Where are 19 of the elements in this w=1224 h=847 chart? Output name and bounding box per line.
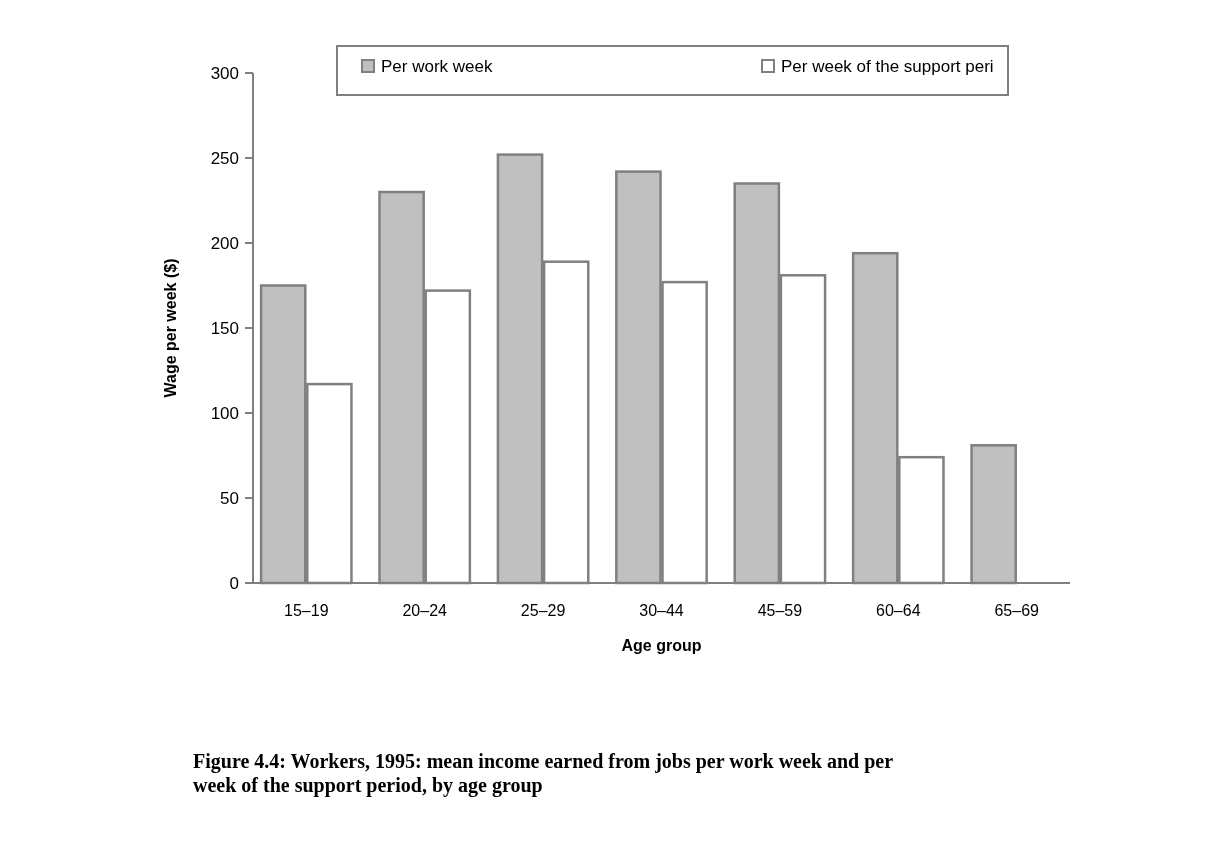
y-tick-label: 100 — [210, 403, 239, 423]
x-tick-label: 30–44 — [639, 602, 684, 619]
x-tick-label: 20–24 — [402, 602, 448, 619]
x-tick-label: 25–29 — [520, 602, 566, 619]
legend-label: Per week of the support peri — [781, 56, 994, 76]
y-axis-title: Wage per week ($) — [162, 258, 179, 398]
y-tick-label: 250 — [210, 148, 239, 168]
x-tick-label: 65–69 — [994, 602, 1040, 619]
y-tick-label: 50 — [220, 488, 239, 508]
legend-label: Per work week — [381, 56, 493, 76]
caption: Figure 4.4: Workers, 1995: mean income earned from jobs per work week and per week of the support period, by age group — [193, 750, 894, 797]
x-tick-label: 60–64 — [876, 602, 921, 619]
y-tick-label: 150 — [210, 318, 239, 338]
x-tick-label: 45–59 — [757, 602, 803, 619]
x-tick-label: 15–19 — [284, 602, 329, 619]
x-axis-title: Age group — [621, 637, 702, 654]
y-tick-label: 0 — [229, 573, 239, 593]
y-tick-label: 300 — [210, 63, 239, 83]
y-tick-label: 200 — [210, 233, 239, 253]
